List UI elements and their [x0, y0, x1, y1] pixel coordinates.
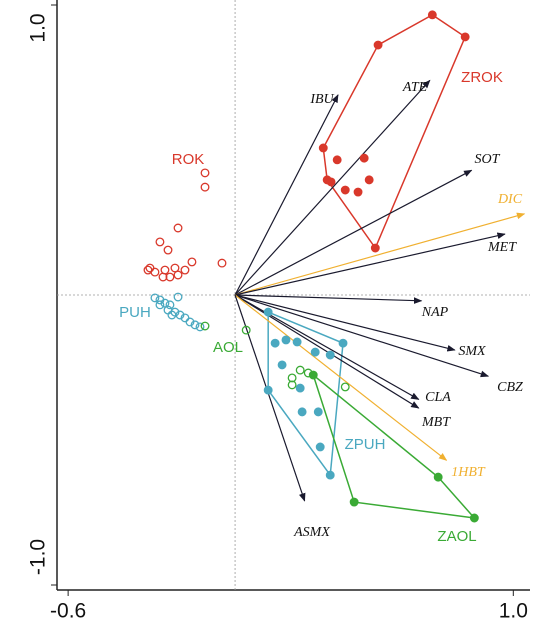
point	[427, 10, 437, 20]
point	[200, 182, 210, 192]
arrow-label: NAP	[421, 305, 449, 320]
arrow-label: ASMX	[293, 525, 330, 540]
point	[143, 265, 153, 275]
group-label: ROK	[172, 151, 205, 168]
arrow	[234, 212, 526, 296]
arrow-label: SMX	[458, 344, 486, 359]
point	[326, 177, 336, 187]
group-label: AOL	[213, 339, 243, 356]
point	[370, 243, 380, 253]
point	[150, 293, 160, 303]
arrow-label: CLA	[425, 390, 451, 405]
arrow	[234, 232, 506, 296]
point	[460, 32, 470, 42]
hull	[322, 13, 467, 250]
point	[315, 442, 325, 452]
arrow	[234, 94, 339, 296]
group-label: PUH	[119, 304, 151, 321]
arrow-label: IBU	[309, 92, 334, 107]
x-tick-label: 1.0	[499, 600, 528, 623]
arrow	[234, 294, 448, 461]
point	[195, 322, 205, 332]
point	[270, 338, 280, 348]
point	[145, 263, 155, 273]
point	[281, 335, 291, 345]
point	[433, 472, 443, 482]
point	[340, 382, 350, 392]
point	[359, 153, 369, 163]
point	[332, 155, 342, 165]
point	[200, 321, 210, 331]
y-tick-label: -1.0	[27, 539, 50, 575]
point	[340, 185, 350, 195]
arrow-label: SOT	[475, 152, 501, 167]
point	[325, 470, 335, 480]
point	[364, 175, 374, 185]
arrow	[234, 294, 420, 400]
point	[295, 383, 305, 393]
point	[173, 223, 183, 233]
hull	[267, 310, 344, 478]
arrow	[235, 294, 423, 304]
point	[287, 380, 297, 390]
point	[190, 320, 200, 330]
point	[187, 257, 197, 267]
arrow	[234, 79, 431, 296]
group-label: ZPUH	[345, 436, 386, 453]
y-tick-label: 1.0	[27, 13, 50, 42]
arrow-label: DIC	[497, 192, 523, 207]
arrow	[234, 169, 473, 296]
arrow-label: MBT	[421, 415, 451, 430]
point	[155, 237, 165, 247]
arrow	[234, 294, 420, 409]
point	[180, 265, 190, 275]
point	[173, 270, 183, 280]
point	[185, 317, 195, 327]
point	[353, 187, 363, 197]
point	[277, 360, 287, 370]
point	[373, 40, 383, 50]
arrow-label: CBZ	[497, 380, 523, 395]
point	[297, 407, 307, 417]
arrow	[234, 294, 306, 502]
point	[263, 385, 273, 395]
point	[170, 307, 180, 317]
point	[163, 245, 173, 255]
arrow	[234, 294, 490, 378]
point	[167, 310, 177, 320]
point	[349, 497, 359, 507]
point	[217, 258, 227, 268]
point	[173, 292, 183, 302]
point	[318, 143, 328, 153]
point	[155, 300, 165, 310]
group-label: ZROK	[461, 69, 503, 86]
group-label: ZAOL	[437, 528, 476, 545]
point	[241, 325, 251, 335]
point	[325, 350, 335, 360]
point	[200, 168, 210, 178]
point	[338, 338, 348, 348]
point	[263, 307, 273, 317]
point	[308, 370, 318, 380]
point	[310, 347, 320, 357]
point	[469, 513, 479, 523]
arrow-label: 1HBT	[451, 465, 486, 480]
point	[292, 337, 302, 347]
arrow-label: MET	[487, 240, 517, 255]
x-tick-label: -0.6	[50, 600, 86, 623]
point	[295, 365, 305, 375]
point	[165, 272, 175, 282]
point	[313, 407, 323, 417]
arrow-label: ATE	[402, 80, 428, 95]
point	[165, 300, 175, 310]
arrow	[234, 294, 456, 352]
